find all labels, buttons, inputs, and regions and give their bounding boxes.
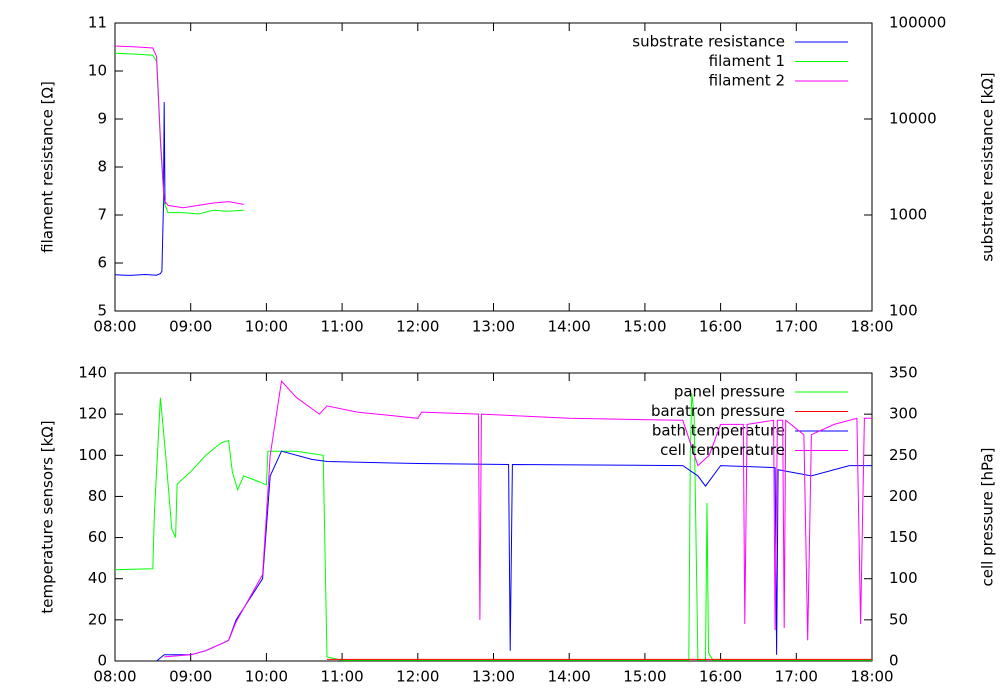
y2-tick-label: 100: [889, 569, 918, 587]
y2-tick-label: 150: [889, 528, 918, 546]
x-tick-label: 08:00: [93, 668, 136, 686]
x-tick-label: 16:00: [699, 318, 742, 336]
legend-label: substrate resistance: [632, 33, 785, 51]
x-tick-label: 10:00: [245, 668, 288, 686]
y-tick-label: 40: [88, 569, 107, 587]
y-tick-label: 10: [88, 62, 107, 80]
x-tick-label: 12:00: [396, 318, 439, 336]
x-tick-label: 14:00: [548, 318, 591, 336]
y-tick-label: 0: [97, 652, 107, 670]
y-tick-label: 60: [88, 528, 107, 546]
y2-tick-label: 250: [889, 446, 918, 464]
y-tick-label: 120: [78, 405, 107, 423]
x-tick-label: 10:00: [245, 318, 288, 336]
legend-label: baratron pressure: [651, 402, 785, 420]
y-tick-label: 9: [97, 110, 107, 128]
x-tick-label: 08:00: [93, 318, 136, 336]
y-axis-label: filament resistance [Ω]: [39, 81, 57, 253]
y-tick-label: 5: [97, 302, 107, 320]
legend-label: panel pressure: [674, 383, 785, 401]
x-tick-label: 11:00: [320, 318, 363, 336]
y-tick-label: 11: [88, 14, 107, 32]
y2-tick-label: 100: [889, 302, 918, 320]
series-line: [114, 393, 872, 661]
y2-tick-label: 0: [889, 652, 899, 670]
y-tick-label: 20: [88, 610, 107, 628]
x-tick-label: 15:00: [623, 668, 666, 686]
x-tick-label: 11:00: [320, 668, 363, 686]
y-tick-label: 7: [97, 206, 107, 224]
x-tick-label: 09:00: [169, 318, 212, 336]
x-tick-label: 18:00: [850, 318, 893, 336]
y-tick-label: 80: [88, 487, 107, 505]
y2-tick-label: 200: [889, 487, 918, 505]
x-tick-label: 17:00: [775, 318, 818, 336]
series-line: [114, 102, 166, 276]
x-tick-label: 13:00: [472, 318, 515, 336]
x-tick-label: 12:00: [396, 668, 439, 686]
legend-label: cell temperature: [660, 441, 785, 459]
y2-tick-label: 300: [889, 405, 918, 423]
y-tick-label: 140: [78, 364, 107, 382]
y2-tick-label: 10000: [889, 110, 937, 128]
y2-tick-label: 1000: [889, 206, 927, 224]
y2-tick-label: 350: [889, 364, 918, 382]
x-tick-label: 09:00: [169, 668, 212, 686]
y2-tick-label: 50: [889, 610, 908, 628]
legend-label: filament 1: [709, 52, 785, 70]
x-tick-label: 17:00: [775, 668, 818, 686]
y-tick-label: 6: [97, 254, 107, 272]
x-tick-label: 18:00: [850, 668, 893, 686]
y-tick-label: 8: [97, 158, 107, 176]
series-line: [115, 53, 407, 284]
x-tick-label: 16:00: [699, 668, 742, 686]
series-line: [164, 380, 872, 658]
legend-label: filament 2: [709, 72, 785, 90]
x-tick-label: 14:00: [548, 668, 591, 686]
y-tick-label: 100: [78, 446, 107, 464]
y2-axis-label: cell pressure [hPa]: [979, 448, 997, 587]
y-axis-label: temperature sensors [kΩ]: [39, 420, 57, 613]
x-tick-label: 15:00: [623, 318, 666, 336]
series-line: [114, 45, 244, 209]
x-tick-label: 13:00: [472, 668, 515, 686]
y2-tick-label: 100000: [889, 14, 946, 32]
y2-axis-label: substrate resistance [kΩ]: [979, 72, 997, 261]
